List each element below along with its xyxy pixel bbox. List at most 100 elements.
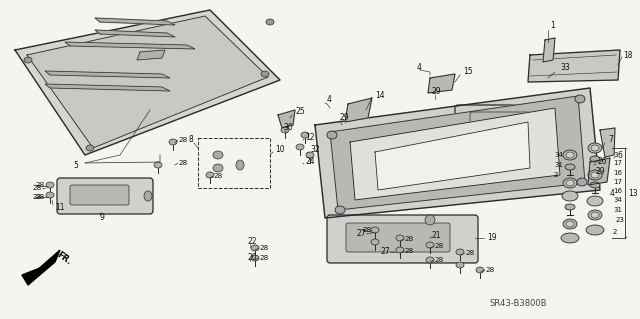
Ellipse shape — [565, 204, 575, 210]
Text: 21: 21 — [432, 231, 442, 240]
Ellipse shape — [563, 178, 577, 188]
Text: 14: 14 — [375, 91, 385, 100]
Ellipse shape — [586, 225, 604, 235]
FancyBboxPatch shape — [455, 105, 561, 139]
Text: 26: 26 — [598, 158, 607, 167]
Text: 22: 22 — [248, 238, 257, 247]
Text: 28: 28 — [404, 248, 413, 254]
Text: 32: 32 — [310, 145, 319, 154]
Text: 3: 3 — [613, 152, 618, 158]
Ellipse shape — [154, 162, 162, 168]
Polygon shape — [428, 74, 455, 93]
Polygon shape — [27, 16, 268, 148]
Text: 8: 8 — [188, 136, 193, 145]
Polygon shape — [543, 38, 555, 62]
Ellipse shape — [236, 160, 244, 170]
Ellipse shape — [575, 95, 585, 103]
Polygon shape — [345, 98, 372, 122]
Text: 27: 27 — [356, 228, 366, 238]
Text: 28: 28 — [362, 227, 371, 233]
Ellipse shape — [577, 178, 587, 186]
Polygon shape — [137, 50, 165, 60]
Text: 28: 28 — [404, 236, 413, 242]
Text: 24: 24 — [305, 158, 315, 167]
Polygon shape — [375, 122, 530, 190]
Text: 34: 34 — [554, 152, 563, 158]
FancyBboxPatch shape — [57, 178, 153, 214]
Text: 28: 28 — [35, 182, 44, 188]
Text: 11: 11 — [55, 204, 65, 212]
Text: 12: 12 — [305, 132, 314, 142]
Ellipse shape — [476, 267, 484, 273]
Text: FR.: FR. — [55, 250, 73, 266]
Ellipse shape — [281, 127, 289, 133]
Ellipse shape — [206, 172, 214, 178]
Text: 25: 25 — [296, 108, 306, 116]
Text: 31: 31 — [613, 207, 622, 213]
Text: 28: 28 — [178, 160, 188, 166]
Text: 4: 4 — [327, 95, 332, 105]
Text: 29: 29 — [432, 87, 442, 97]
Text: 5: 5 — [73, 160, 78, 169]
Ellipse shape — [371, 227, 379, 233]
FancyBboxPatch shape — [70, 185, 129, 205]
Ellipse shape — [396, 235, 404, 241]
Text: 2: 2 — [613, 229, 618, 235]
Ellipse shape — [588, 170, 602, 180]
Ellipse shape — [251, 255, 259, 261]
Ellipse shape — [144, 191, 152, 201]
Text: 13: 13 — [628, 189, 637, 197]
Ellipse shape — [169, 139, 177, 145]
Polygon shape — [22, 268, 40, 285]
Text: 20: 20 — [248, 254, 258, 263]
Ellipse shape — [588, 210, 602, 220]
Ellipse shape — [396, 247, 404, 253]
Polygon shape — [600, 128, 615, 157]
Text: 28: 28 — [434, 257, 444, 263]
Ellipse shape — [327, 131, 337, 139]
Text: 4: 4 — [610, 189, 615, 197]
Text: 6: 6 — [617, 151, 622, 160]
Polygon shape — [45, 71, 170, 78]
Text: 31: 31 — [554, 162, 563, 168]
Bar — [198, 138, 270, 188]
Text: 15: 15 — [463, 68, 472, 77]
Ellipse shape — [562, 191, 578, 201]
Ellipse shape — [426, 242, 434, 248]
Ellipse shape — [561, 233, 579, 243]
Polygon shape — [45, 84, 170, 91]
Ellipse shape — [590, 156, 600, 162]
Ellipse shape — [566, 180, 574, 186]
Text: 28: 28 — [434, 243, 444, 249]
FancyBboxPatch shape — [346, 223, 450, 252]
Ellipse shape — [563, 219, 577, 229]
Polygon shape — [65, 42, 195, 49]
Polygon shape — [528, 50, 620, 82]
Polygon shape — [95, 30, 175, 37]
Text: 29: 29 — [340, 114, 349, 122]
Text: 28: 28 — [178, 137, 188, 143]
Text: 33: 33 — [560, 63, 570, 72]
Ellipse shape — [46, 182, 54, 188]
Ellipse shape — [456, 249, 464, 255]
Polygon shape — [95, 18, 175, 25]
Ellipse shape — [371, 239, 379, 245]
Polygon shape — [588, 158, 610, 185]
Ellipse shape — [425, 215, 435, 225]
Ellipse shape — [426, 257, 434, 263]
Text: 23: 23 — [616, 217, 625, 223]
Ellipse shape — [46, 192, 54, 198]
Text: 28: 28 — [35, 194, 44, 200]
Ellipse shape — [306, 152, 314, 158]
Polygon shape — [15, 10, 280, 155]
FancyBboxPatch shape — [327, 215, 478, 263]
Text: SR43-B3800B: SR43-B3800B — [490, 299, 547, 308]
Ellipse shape — [456, 262, 464, 268]
Text: 10: 10 — [275, 145, 285, 154]
Text: 28: 28 — [485, 267, 494, 273]
Text: 28: 28 — [259, 245, 268, 251]
Text: 4: 4 — [417, 63, 422, 72]
FancyBboxPatch shape — [470, 112, 542, 131]
Text: 28: 28 — [259, 255, 268, 261]
Ellipse shape — [588, 143, 602, 153]
